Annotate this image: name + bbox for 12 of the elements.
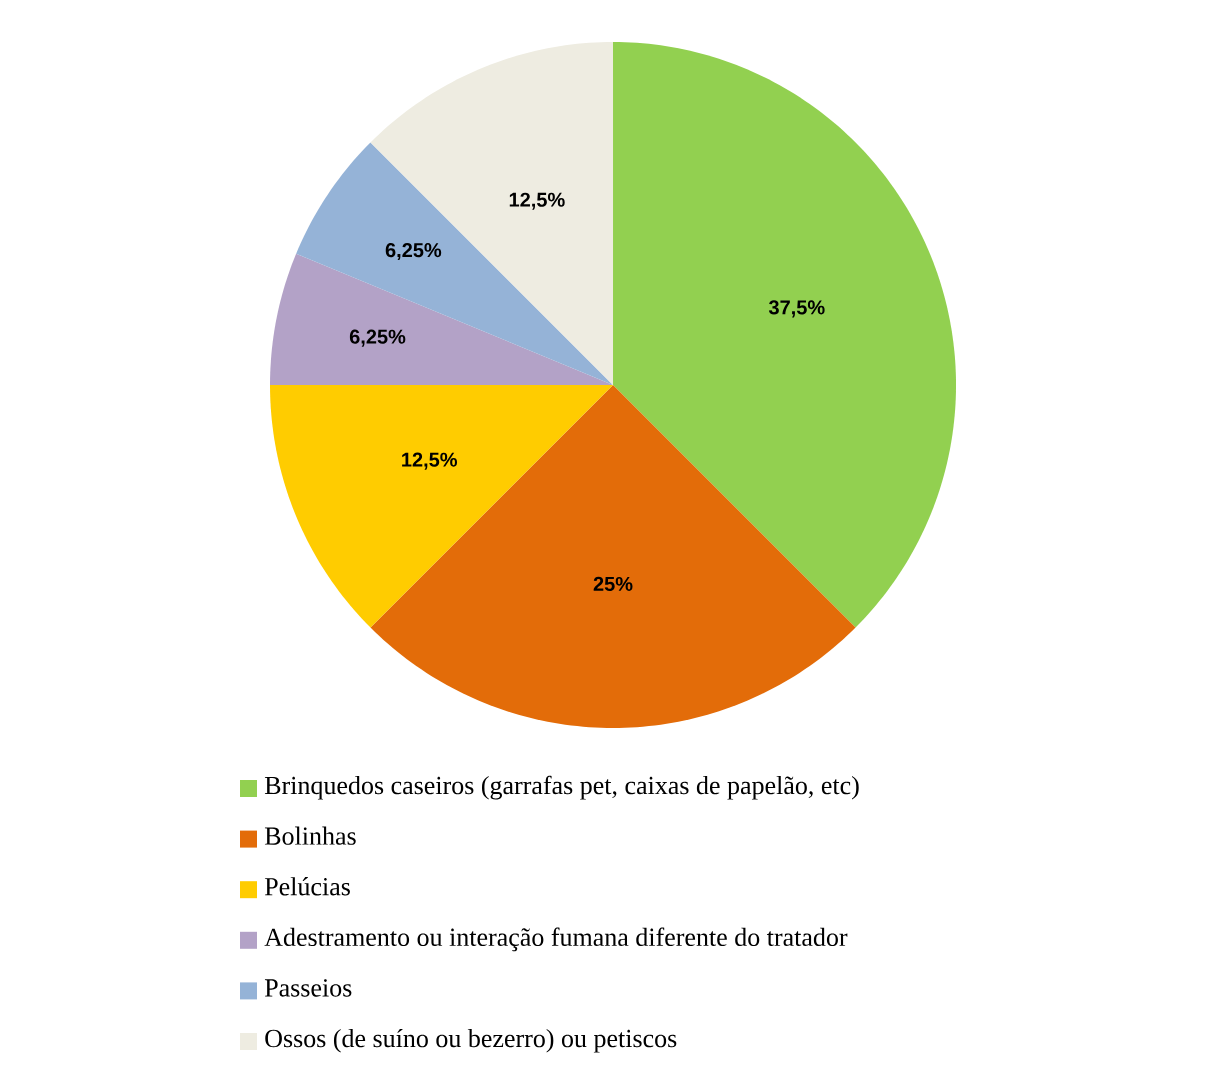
- legend-label: Bolinhas: [264, 826, 356, 845]
- legend-label: Ossos (de suíno ou bezerro) ou petiscos: [265, 1028, 677, 1053]
- data-label: 25%: [593, 576, 633, 592]
- data-label: 6,25%: [349, 329, 406, 347]
- legend-label: Adestramento ou interação fumana diferente do tratador: [264, 927, 848, 952]
- data-label: 37,5%: [768, 300, 825, 318]
- legend-label: Passeios: [264, 979, 352, 997]
- data-label: 6,25%: [385, 243, 442, 261]
- legend-label: Brinquedos caseiros (garrafas pet, caixas de papelão, etc): [264, 775, 859, 800]
- legend-label: Pelúcias: [264, 877, 350, 896]
- data-label: 12,5%: [402, 452, 458, 470]
- data-label: 12,5%: [509, 192, 565, 210]
